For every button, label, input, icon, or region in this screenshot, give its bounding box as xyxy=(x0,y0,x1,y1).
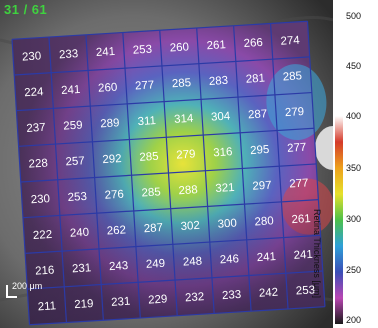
thickness-cell-value: 277 xyxy=(135,79,155,92)
scale-bar-vertical xyxy=(6,285,8,298)
thickness-cell-value: 304 xyxy=(211,110,231,123)
colorbar-tick: 250 xyxy=(346,265,362,275)
thickness-cell-value: 295 xyxy=(250,144,270,157)
thickness-cell-value: 287 xyxy=(248,108,268,121)
thickness-cell-value: 230 xyxy=(22,50,42,63)
thickness-cell-value: 253 xyxy=(67,191,87,204)
thickness-cell-value: 261 xyxy=(291,213,311,226)
grid-line xyxy=(29,306,325,326)
grid-line xyxy=(20,163,317,183)
thickness-map: 230 233 241 253 260 261 266 274 224 241 260 277 285 2… xyxy=(0,0,333,328)
grid-line xyxy=(269,23,289,309)
thickness-cell-value: 249 xyxy=(146,258,166,271)
thickness-cell-value: 216 xyxy=(35,265,55,278)
thickness-cell-value: 283 xyxy=(209,75,229,88)
thickness-cell-value: 300 xyxy=(217,218,237,231)
thickness-cell-value: 261 xyxy=(206,39,226,52)
thickness-cell-value: 279 xyxy=(176,148,196,161)
thickness-cell-value: 302 xyxy=(180,220,200,233)
thickness-cell-value: 277 xyxy=(287,142,307,155)
thickness-cell-value: 246 xyxy=(219,253,239,266)
thickness-cell-value: 241 xyxy=(61,84,81,97)
colorbar-strip xyxy=(335,116,343,324)
thickness-cell-value: 289 xyxy=(100,117,120,130)
thickness-cell-value: 233 xyxy=(59,48,79,61)
colorbar-tick: 300 xyxy=(346,214,362,224)
thickness-cell-value: 229 xyxy=(148,293,168,306)
thickness-cell-value: 274 xyxy=(280,35,300,48)
grid-line xyxy=(27,270,323,290)
thickness-cell-value: 219 xyxy=(74,298,94,311)
grid-line xyxy=(25,234,321,254)
thickness-cell-value: 242 xyxy=(259,287,279,300)
grid-line xyxy=(306,21,326,307)
thickness-cell-value: 233 xyxy=(222,289,242,302)
colorbar-tick: 450 xyxy=(346,61,362,71)
thickness-cell-value: 253 xyxy=(133,44,153,57)
colorbar-tick: 350 xyxy=(346,163,362,173)
thickness-cell-value: 257 xyxy=(65,155,85,168)
colorbar-tick: 400 xyxy=(346,111,362,121)
thickness-cell-value: 276 xyxy=(104,189,124,202)
scale-bar-horizontal xyxy=(6,296,17,298)
thickness-cell-value: 232 xyxy=(185,291,205,304)
colorbar-tick: 500 xyxy=(346,11,362,21)
thickness-cell-value: 285 xyxy=(139,151,159,164)
colorbar-label: Retina Thickness [μm] xyxy=(312,209,322,299)
thickness-cell-value: 314 xyxy=(174,113,194,126)
thickness-cell-value: 241 xyxy=(256,251,276,264)
colorbar-tick: 200 xyxy=(346,315,362,325)
thickness-cell-value: 311 xyxy=(137,115,156,128)
thickness-cell-value: 277 xyxy=(289,177,309,190)
thickness-cell-value: 281 xyxy=(245,73,265,86)
thickness-cell-value: 292 xyxy=(102,153,122,166)
thickness-cell-value: 285 xyxy=(141,186,161,199)
thickness-cell-value: 280 xyxy=(254,215,274,228)
thickness-cell-value: 259 xyxy=(63,120,83,133)
thickness-cell-value: 228 xyxy=(28,157,48,170)
thickness-cell-value: 237 xyxy=(26,122,46,135)
thickness-cell-value: 224 xyxy=(24,86,44,99)
thickness-cell-value: 266 xyxy=(243,37,263,50)
grid-line xyxy=(233,25,252,312)
thickness-cell-value: 231 xyxy=(72,262,92,275)
thickness-cell-value: 240 xyxy=(70,227,90,240)
frame-counter: 31 / 61 xyxy=(4,2,48,17)
grid-line xyxy=(196,27,215,314)
thickness-cell-value: 211 xyxy=(37,300,56,313)
thickness-cell-value: 279 xyxy=(285,106,305,119)
scale-bar-label: 200 μm xyxy=(12,281,43,291)
grid-line xyxy=(22,199,319,219)
thickness-cell-value: 253 xyxy=(296,284,316,297)
thickness-cell-value: 241 xyxy=(293,249,313,262)
thickness-cell-value: 243 xyxy=(109,260,129,273)
thickness-cell-value: 316 xyxy=(213,146,233,159)
thickness-cell-value: 231 xyxy=(111,296,131,309)
thickness-cell-value: 288 xyxy=(178,184,198,197)
thickness-cell-value: 297 xyxy=(252,180,272,193)
thickness-cell-value: 285 xyxy=(172,77,192,90)
thickness-cell-value: 222 xyxy=(33,229,53,242)
thickness-cell-value: 321 xyxy=(215,182,235,195)
thickness-cell-value: 241 xyxy=(96,46,116,59)
thickness-cell-value: 262 xyxy=(106,224,126,237)
thickness-cell-value: 287 xyxy=(143,222,163,235)
thickness-cell-value: 260 xyxy=(98,82,118,95)
thickness-cell-value: 248 xyxy=(183,255,203,268)
thickness-cell-value: 260 xyxy=(169,41,189,54)
thickness-cell-value: 285 xyxy=(282,70,302,83)
thickness-cell-value: 230 xyxy=(30,193,50,206)
